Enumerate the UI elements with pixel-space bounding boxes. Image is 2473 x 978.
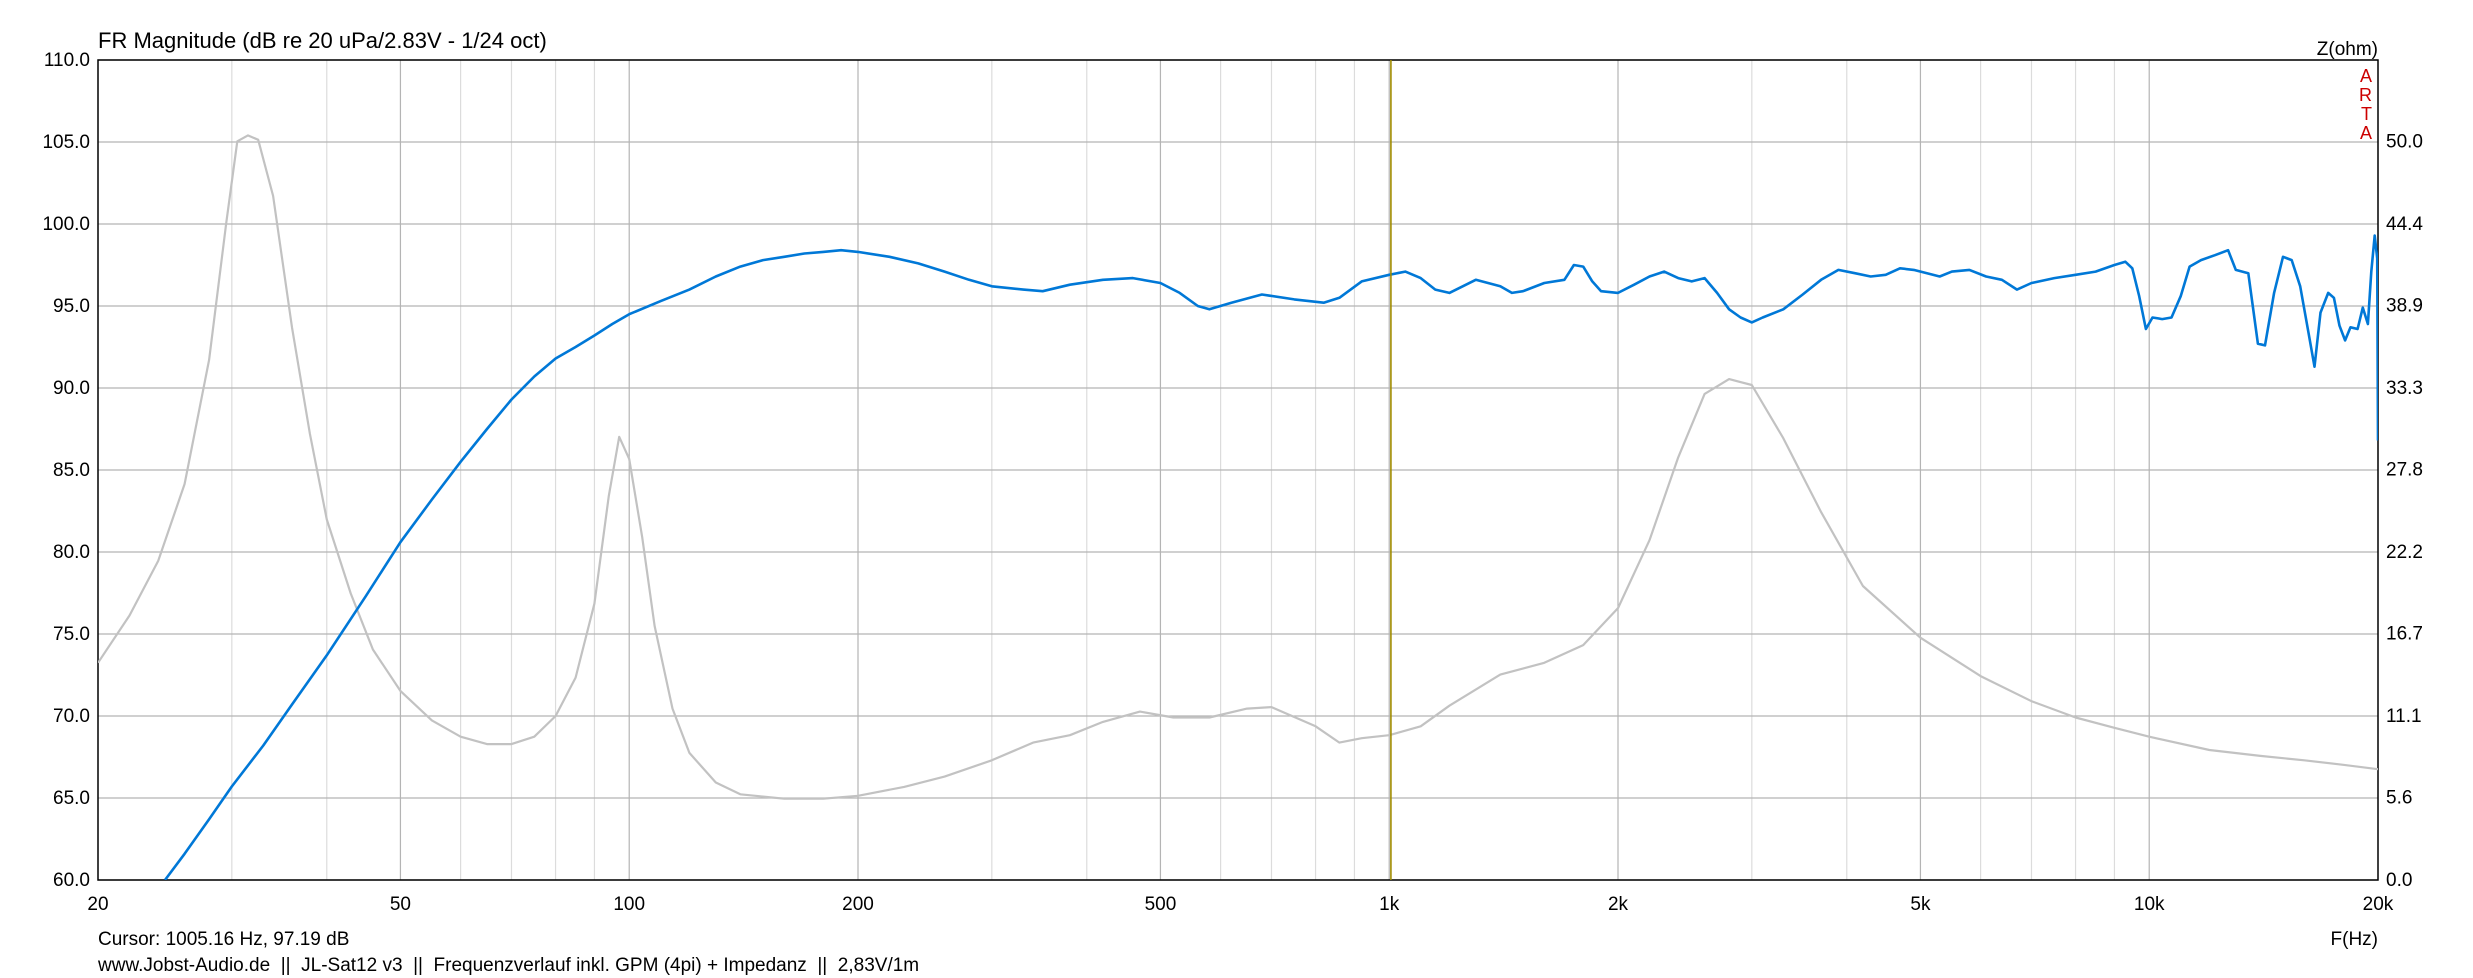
right-axis-label: Z(ohm) [2317, 39, 2378, 60]
footer-info: www.Jobst-Audio.de || JL-Sat12 v3 || Fre… [97, 955, 919, 976]
y-right-tick-label: 0.0 [2386, 870, 2412, 891]
y-right-tick-label: 16.7 [2386, 623, 2423, 644]
x-tick-label: 5k [1910, 894, 1931, 915]
y-right-tick-label: 5.6 [2386, 787, 2412, 808]
y-right-tick-label: 11.1 [2386, 706, 2422, 727]
arta-watermark-letter: A [2360, 123, 2372, 143]
y-right-tick-label: 27.8 [2386, 459, 2423, 480]
y-tick-label: 75.0 [53, 624, 90, 645]
x-tick-label: 20k [2363, 894, 2394, 915]
series-layer [98, 134, 2378, 880]
x-tick-label: 10k [2134, 894, 2165, 915]
y-tick-label: 105.0 [42, 132, 90, 153]
chart-title: FR Magnitude (dB re 20 uPa/2.83V - 1/24 … [98, 28, 547, 53]
x-tick-label: 1k [1379, 894, 1400, 915]
frequency-response-curve [163, 234, 2378, 880]
y-right-tick-label: 38.9 [2386, 295, 2423, 316]
y-tick-label: 90.0 [53, 378, 90, 399]
arta-watermark-letter: T [2361, 104, 2372, 124]
y-tick-label: 95.0 [53, 296, 90, 317]
x-axis-label: F(Hz) [2331, 929, 2378, 950]
grid [97, 59, 2379, 881]
x-tick-label: 500 [1145, 894, 1177, 915]
y-tick-label: 65.0 [53, 788, 90, 809]
arta-watermark-letter: R [2359, 85, 2372, 105]
axis-ticks: 60.0 65.0 70.0 75.0 80.0 85.0 90.0 95.0 100.0 105… [42, 50, 2423, 915]
plot-frame [97, 59, 2379, 881]
y-right-tick-label: 33.3 [2386, 378, 2423, 399]
y-tick-label: 100.0 [42, 214, 90, 235]
impedance-curve [98, 134, 2378, 800]
x-tick-label: 20 [87, 894, 108, 915]
y-right-tick-label: 50.0 [2386, 131, 2423, 152]
y-tick-label: 85.0 [53, 460, 90, 481]
x-tick-label: 50 [390, 894, 411, 915]
y-right-tick-label: 22.2 [2386, 542, 2423, 563]
arta-watermark-letter: A [2360, 66, 2372, 86]
x-tick-label: 100 [613, 894, 645, 915]
y-tick-label: 110.0 [44, 50, 90, 71]
x-tick-label: 200 [842, 894, 874, 915]
x-tick-label: 2k [1608, 894, 1629, 915]
cursor-readout: Cursor: 1005.16 Hz, 97.19 dB [98, 929, 349, 950]
y-tick-label: 60.0 [53, 870, 90, 891]
y-tick-label: 80.0 [53, 542, 90, 563]
y-tick-label: 70.0 [53, 706, 90, 727]
y-right-tick-label: 44.4 [2386, 214, 2423, 235]
